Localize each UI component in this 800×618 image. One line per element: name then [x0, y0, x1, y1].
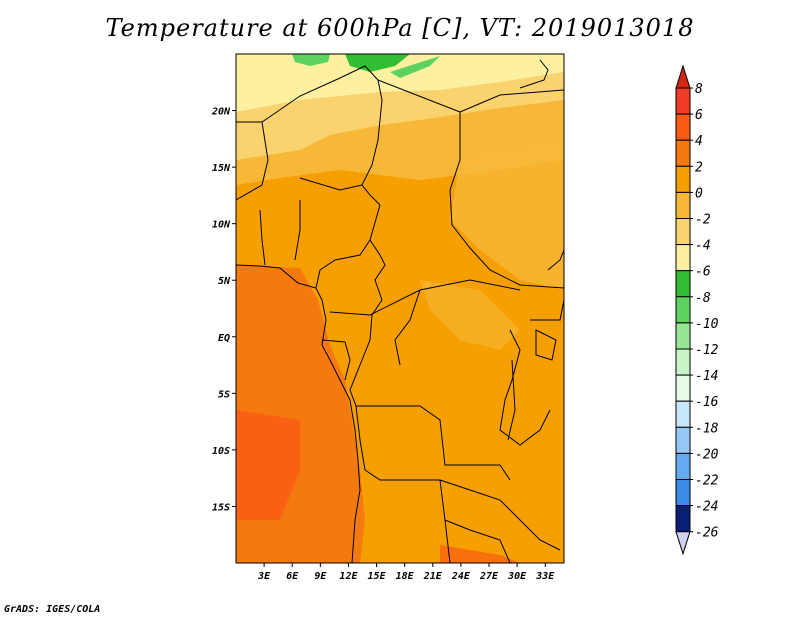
lat-label: 5N: [218, 276, 231, 287]
colorbar-box: [675, 374, 691, 402]
colorbar-box: [675, 452, 691, 480]
colorbar-label: -20: [695, 447, 719, 462]
colorbar-label: 0: [695, 186, 703, 201]
latitude-axis: 20N 15N 10N 5N EQ 5S 10S 15S: [211, 107, 236, 513]
colorbar-label: -24: [695, 500, 718, 515]
lat-label: EQ: [218, 333, 230, 344]
lon-label: 30E: [507, 571, 527, 582]
colorbar-label: 8: [695, 82, 703, 97]
colorbar-label: -18: [695, 421, 719, 436]
colorbar-bottom-arrow: [675, 531, 691, 556]
lat-label: 10N: [212, 220, 231, 231]
lat-label: 5S: [218, 389, 230, 400]
lon-label: 21E: [423, 571, 443, 582]
lon-label: 6E: [286, 571, 299, 582]
colorbar-box: [675, 113, 691, 141]
colorbar-label: 2: [695, 160, 703, 175]
colorbar-label: -10: [695, 317, 719, 332]
colorbar-box: [675, 165, 691, 193]
colorbar-label: -8: [695, 291, 711, 306]
lon-label: 3E: [257, 571, 271, 582]
colorbar-box: [675, 218, 691, 246]
colorbar-label: -2: [695, 213, 711, 228]
lon-label: 18E: [396, 571, 415, 582]
colorbar-box: [675, 322, 691, 350]
colorbar-box: [675, 191, 691, 219]
map-title: Temperature at 600hPa [C], VT: 201901301…: [105, 14, 695, 42]
colorbar-label: -26: [695, 526, 719, 541]
colorbar-top-arrow: [675, 64, 691, 89]
colorbar-label: 4: [695, 134, 703, 149]
lon-label: 12E: [339, 571, 358, 582]
map-frame: [235, 53, 565, 564]
lon-label: 27E: [479, 571, 499, 582]
country-borders: [236, 59, 564, 563]
colorbar-box: [675, 244, 691, 272]
colorbar-box: [675, 479, 691, 507]
colorbar-box: [675, 296, 691, 324]
colorbar-box: [675, 139, 691, 167]
colorbar-label: 6: [695, 108, 703, 123]
lat-label: 20N: [211, 107, 231, 118]
colorbar-label: -4: [695, 239, 711, 254]
lat-label: 15N: [212, 163, 231, 174]
colorbar-box: [675, 505, 691, 533]
colorbar-box: [675, 87, 691, 115]
colorbar-box: [675, 270, 691, 298]
colorbar-label: -6: [695, 265, 711, 280]
colorbar-label: -16: [695, 395, 719, 410]
colorbar-box: [675, 400, 691, 428]
lon-label: 33E: [535, 571, 555, 582]
lat-label: 10S: [212, 446, 230, 457]
colorbar-box: [675, 348, 691, 376]
lon-label: 24E: [451, 571, 471, 582]
colorbar-box: [675, 426, 691, 454]
lon-label: 15E: [368, 571, 387, 582]
colorbar: 8 6 4 2 0 -2 -4 -6 -8 -10 -12 -14 -16 -18 -20 -22 -24 -26: [675, 64, 719, 556]
lon-label: 9E: [314, 571, 327, 582]
lat-label: 15S: [212, 502, 230, 513]
credit-text: GrADS: IGES/COLA: [4, 604, 101, 615]
colorbar-label: -12: [695, 343, 719, 358]
longitude-axis: 3E 6E 9E 12E 15E 18E 21E 24E 27E 30E 33E: [257, 563, 555, 582]
colorbar-label: -14: [695, 369, 718, 384]
colorbar-label: -22: [695, 474, 719, 489]
temperature-field: [236, 54, 564, 563]
